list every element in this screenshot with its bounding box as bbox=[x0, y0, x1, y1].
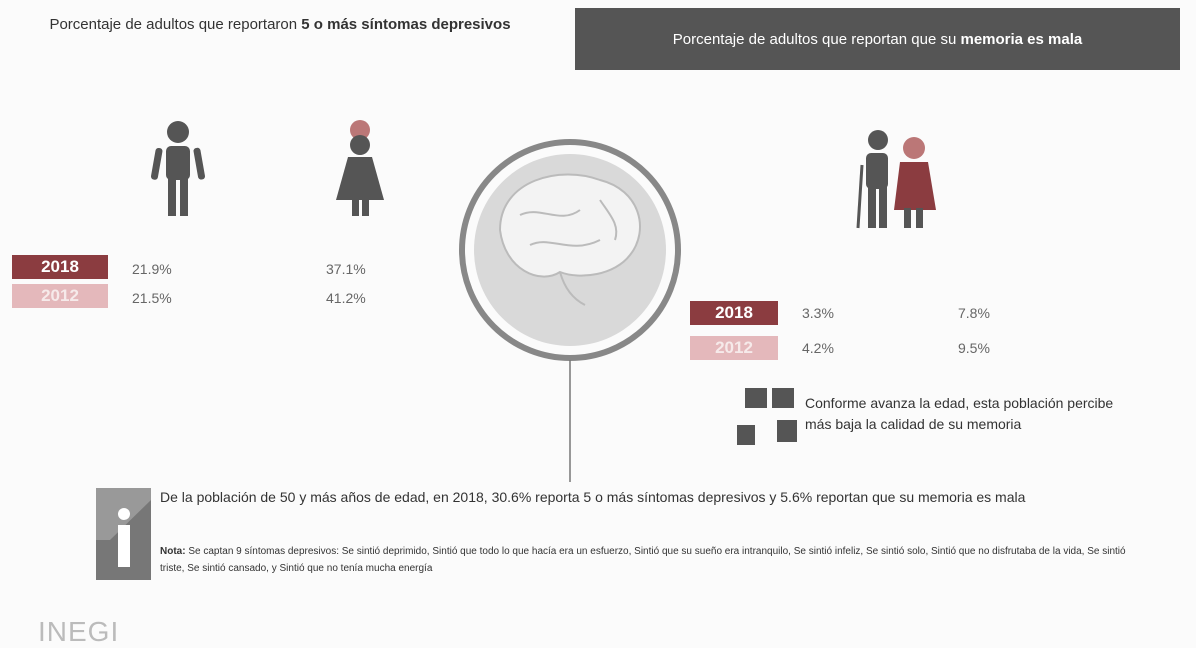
memory-note: Conforme avanza la edad, esta población … bbox=[805, 393, 1135, 435]
value: 4.2% bbox=[802, 336, 834, 360]
value: 9.5% bbox=[958, 336, 990, 360]
info-text: De la población de 50 y más años de edad… bbox=[160, 486, 1080, 508]
value: 37.1% bbox=[326, 257, 366, 281]
year-label: 2012 bbox=[12, 284, 108, 308]
woman-icon bbox=[336, 120, 384, 216]
page: {"left_panel": {"title_prefix": "Porcent… bbox=[0, 0, 1196, 648]
value: 7.8% bbox=[958, 301, 990, 325]
year-label: 2018 bbox=[690, 301, 778, 325]
info-icon bbox=[96, 488, 151, 580]
value: 3.3% bbox=[802, 301, 834, 325]
man-icon bbox=[150, 121, 205, 216]
note: Nota: Se captan 9 síntomas depresivos: S… bbox=[160, 543, 1150, 577]
value: 41.2% bbox=[326, 286, 366, 310]
elderly-icon bbox=[858, 130, 936, 228]
puzzle-icon bbox=[737, 388, 797, 445]
footer-logo: INEGI bbox=[38, 616, 119, 648]
year-label: 2012 bbox=[690, 336, 778, 360]
note-label: Nota: bbox=[160, 546, 186, 557]
value: 21.5% bbox=[132, 286, 172, 310]
year-label: 2018 bbox=[12, 255, 108, 279]
value: 21.9% bbox=[132, 257, 172, 281]
note-text: Se captan 9 síntomas depresivos: Se sint… bbox=[160, 546, 1126, 574]
